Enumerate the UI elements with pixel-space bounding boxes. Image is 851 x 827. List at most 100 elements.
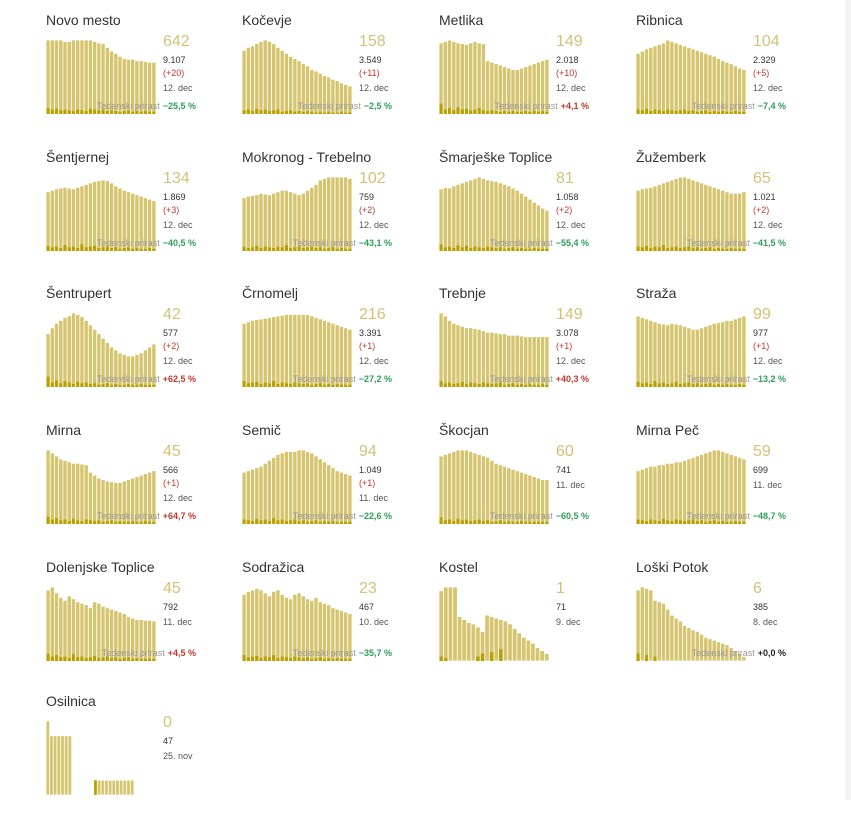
daily-bar [63,381,67,387]
daily-bar [259,110,263,114]
total-cases-value: 467 [359,602,375,612]
daily-bar [439,381,443,387]
last-update-date: 12. dec [163,493,193,503]
daily-bar [712,111,716,114]
daily-bar [88,246,93,251]
daily-bar [50,656,54,661]
sparkline-bar-chart [438,586,550,662]
daily-bar [46,245,50,251]
municipality-name: Mirna [46,422,82,438]
daily-bar [339,384,344,387]
daily-bar [469,248,473,251]
total-cases-value: 1.058 [556,192,579,202]
weekly-growth-value: +4,5 % [167,648,196,658]
daily-bar [80,656,84,661]
scrollbar[interactable] [845,0,851,800]
daily-bar [687,111,691,114]
daily-bar [545,384,549,387]
daily-bar [152,658,156,661]
daily-bar [511,521,515,524]
daily-bar [148,658,152,661]
daily-bar [653,381,657,387]
daily-bar [699,520,704,524]
daily-bar [88,520,93,524]
daily-bar [255,381,259,387]
daily-bar [339,248,344,251]
bar [443,586,449,662]
daily-bar [67,658,71,661]
bar [104,779,109,796]
daily-bar [666,520,670,524]
daily-bar [507,521,511,524]
weekly-growth-value: −43,1 % [358,238,392,248]
daily-bar [657,383,661,387]
bar [118,779,124,796]
daily-bar [310,246,314,251]
total-cases-value: 3.078 [556,328,579,338]
daily-bar [721,248,725,251]
daily-bar [477,519,481,524]
daily-bar [59,110,63,114]
municipality-name: Novo mesto [46,12,121,28]
daily-bar [63,109,67,114]
daily-bar [259,248,263,251]
daily-bar [532,384,536,387]
daily-bar [704,248,708,251]
total-cases-value: 3.549 [359,55,382,65]
daily-bar [255,108,259,114]
daily-bar [674,381,678,387]
total-cases-value: 1.869 [163,192,186,202]
daily-bar [76,657,80,661]
weekly-growth: Tedenski prirast −43,1 % [242,238,392,248]
daily-bar [649,384,653,387]
daily-bar [93,655,97,661]
municipality-name: Sodražica [242,559,305,575]
daily-bar [71,518,76,524]
daily-bar [729,111,733,114]
daily-bar [152,384,156,387]
daily-bar [327,111,331,114]
daily-bar [109,658,114,661]
daily-bar [502,521,507,524]
daily-bar [439,656,444,661]
daily-bar [139,248,143,251]
daily-bar [122,521,126,524]
bar [126,779,131,796]
daily-bar [729,521,733,524]
daily-bar [481,248,486,251]
daily-bar [331,521,335,524]
daily-bar [276,520,280,524]
daily-bar [126,521,131,524]
weekly-growth: Tedenski prirast +0,0 % [636,648,786,658]
total-cases-value: 741 [556,465,572,475]
daily-bar [101,657,105,661]
daily-bar [515,384,519,387]
daily-bar [297,383,301,387]
daily-bar [708,383,712,387]
total-cases-value: 71 [556,602,567,612]
daily-bar [486,520,490,524]
active-cases-value: 149 [556,33,583,50]
weekly-growth-label: Tedenski prirast [489,238,553,248]
last-update-date: 12. dec [556,83,586,93]
active-cases-value: 45 [163,580,181,597]
sparkline-bar-chart [241,39,353,115]
daily-bar [297,246,301,251]
bar [530,642,536,662]
municipality-card: Trebnje 149 3.078 (+1) 12. dec Tedenski prira… [438,285,635,419]
total-cases-value: 385 [753,602,769,612]
municipality-name: Kostel [439,559,478,575]
sparkline-bar-chart [45,449,157,525]
daily-bar [344,384,348,387]
active-cases-value: 99 [753,306,771,323]
bar [521,636,527,662]
daily-bar [327,248,331,251]
daily-bar [118,384,122,387]
daily-bar [729,384,733,387]
daily-bar [318,111,322,114]
daily-bar [348,658,352,661]
daily-bar [524,111,528,114]
daily-bar [289,384,293,387]
daily-bar [280,382,284,387]
daily-bar [519,111,524,114]
